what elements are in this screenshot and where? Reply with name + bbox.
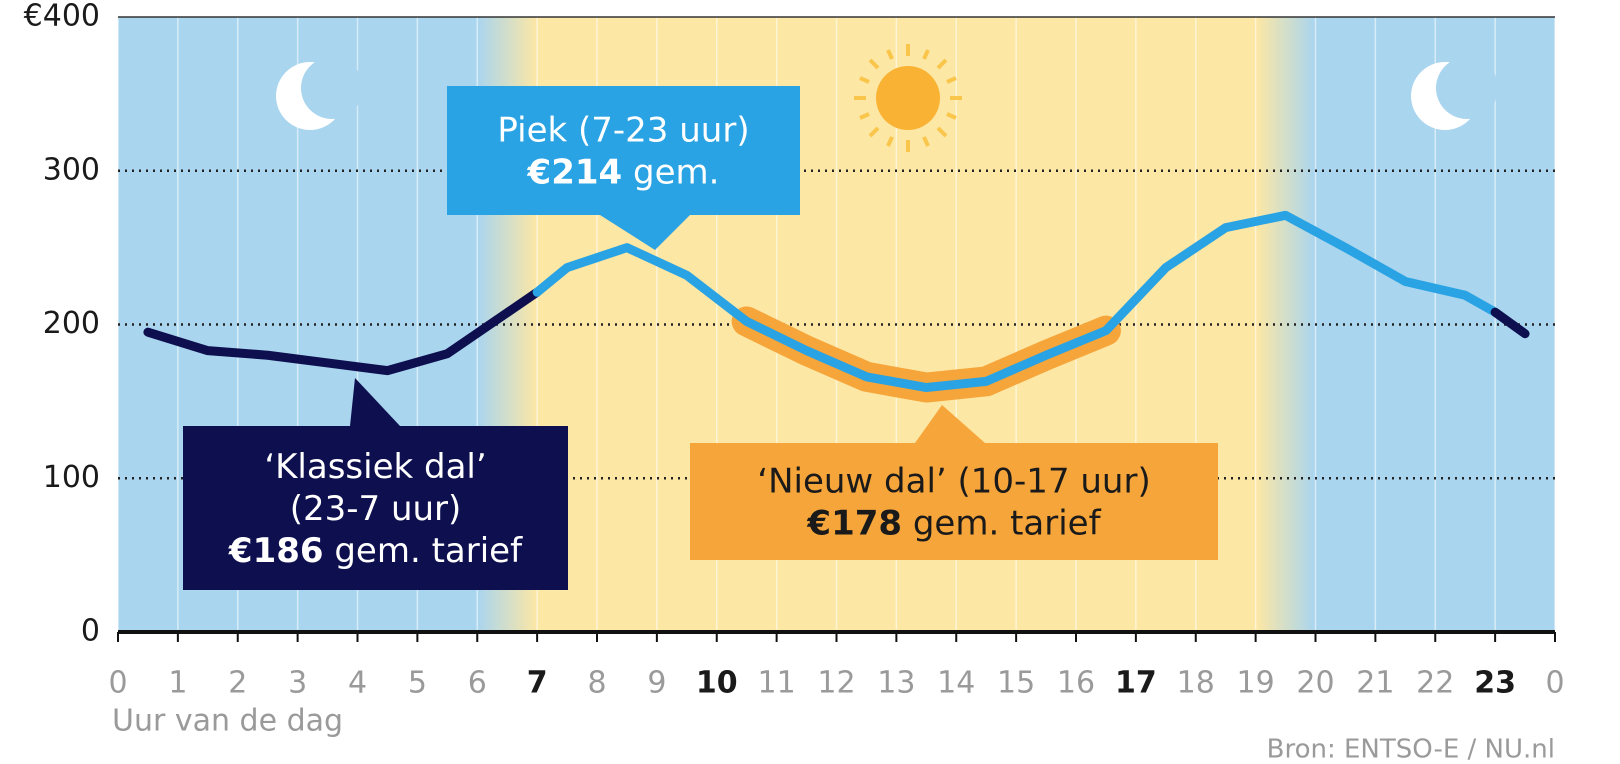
annotation-box xyxy=(690,443,1218,560)
annotation-text: ‘Nieuw dal’ (10-17 uur) xyxy=(757,461,1150,501)
annotation-text: €214 gem. xyxy=(527,152,720,192)
x-axis-label: Uur van de dag xyxy=(112,704,343,739)
line-series xyxy=(143,287,542,376)
x-tick-label: 2 xyxy=(228,666,247,701)
annotation-box xyxy=(183,426,568,590)
x-tick-label: 17 xyxy=(1115,666,1157,701)
x-tick-label: 11 xyxy=(758,666,796,701)
annotation-segment: gem. tarief xyxy=(902,503,1102,543)
moon-right xyxy=(1411,57,1498,130)
line-series xyxy=(532,210,1500,393)
axes: 0 1 2 3 4 5 6 7 8 9 10 11 12 13 14 15 16 17 18 19 20 21 22 23 00… xyxy=(24,0,1565,701)
annotation-segment: (23-7 uur) xyxy=(290,489,462,529)
sun xyxy=(854,44,962,152)
x-tick-label: 10 xyxy=(696,666,738,701)
annotation-pointer xyxy=(600,215,690,250)
x-tick-label: 8 xyxy=(587,666,606,701)
x-tick-label: 19 xyxy=(1237,666,1275,701)
x-tick-label: 18 xyxy=(1177,666,1215,701)
annotation-box xyxy=(447,86,800,215)
y-tick-label: €400 xyxy=(24,0,100,34)
x-tick-label: 6 xyxy=(468,666,487,701)
x-tick-label: 3 xyxy=(288,666,307,701)
x-tick-label: 9 xyxy=(647,666,666,701)
x-tick-label: 23 xyxy=(1474,666,1516,701)
x-tick-label: 12 xyxy=(817,666,855,701)
annotations: Piek (7-23 uur)€214 gem. ‘Klassiek dal’(2… xyxy=(183,86,1218,590)
y-tick-label: 200 xyxy=(43,306,100,341)
x-tick-label: 16 xyxy=(1057,666,1095,701)
x-tick-label: 21 xyxy=(1356,666,1394,701)
source: Bron: ENTSO-E / NU.nl xyxy=(1267,735,1555,764)
x-tick-label: 7 xyxy=(527,666,548,701)
annotation-pointer xyxy=(915,405,985,443)
x-tick-label: 1 xyxy=(168,666,187,701)
y-tick-label: 100 xyxy=(43,460,100,495)
annotation-segment: €214 xyxy=(527,152,623,192)
y-tick-label: 0 xyxy=(81,614,100,649)
x-tick-label: 13 xyxy=(877,666,915,701)
line-series xyxy=(1490,307,1530,339)
x-tick-label: 15 xyxy=(997,666,1035,701)
annotation-segment: gem. tarief xyxy=(324,531,524,571)
annotation-text: ‘Klassiek dal’ xyxy=(264,447,486,487)
annotation-segment: €186 xyxy=(228,531,324,571)
annotation-text: Piek (7-23 uur) xyxy=(497,110,749,150)
x-tick-label: 4 xyxy=(348,666,367,701)
x-tick-label: 5 xyxy=(408,666,427,701)
annotation-text: €186 gem. tarief xyxy=(228,531,523,571)
annotation-segment: €178 xyxy=(806,503,902,543)
x-tick-label: 0 xyxy=(108,666,127,701)
annotation-segment: Piek (7-23 uur) xyxy=(497,110,749,150)
x-tick-label: 0 xyxy=(1545,666,1564,701)
x-tick-label: 14 xyxy=(937,666,975,701)
annotation-segment: ‘Nieuw dal’ (10-17 uur) xyxy=(757,461,1150,501)
annotation-segment: gem. xyxy=(622,152,719,192)
annotation-pointer xyxy=(350,378,400,426)
y-tick-label: 300 xyxy=(43,152,100,187)
annotation-text: €178 gem. tarief xyxy=(806,503,1101,543)
x-tick-label: 20 xyxy=(1296,666,1334,701)
annotation-segment: ‘Klassiek dal’ xyxy=(264,447,486,487)
lines xyxy=(143,210,1530,403)
x-tick-label: 22 xyxy=(1416,666,1454,701)
annotation-text: (23-7 uur) xyxy=(290,489,462,529)
moon-left xyxy=(276,57,363,130)
